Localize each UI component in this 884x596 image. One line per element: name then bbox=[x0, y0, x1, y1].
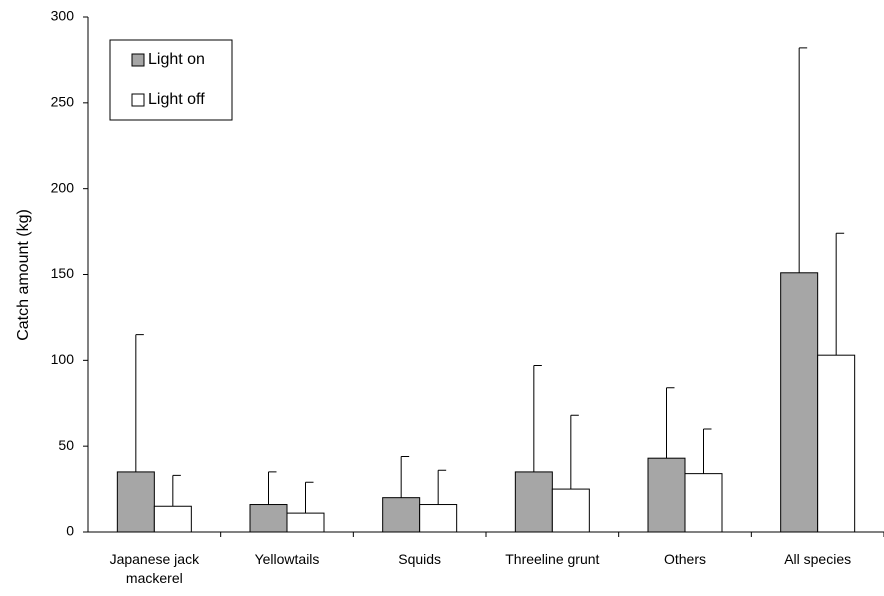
y-tick-label: 300 bbox=[51, 8, 75, 24]
error-bar bbox=[135, 334, 144, 472]
error-bar bbox=[570, 414, 579, 490]
error-bar bbox=[835, 232, 845, 356]
y-tick-label: 250 bbox=[51, 94, 75, 110]
y-axis-label: Catch amount (kg) bbox=[15, 209, 32, 341]
bar bbox=[286, 512, 325, 533]
error-bar bbox=[798, 47, 808, 273]
y-tick-label: 150 bbox=[51, 265, 75, 281]
error-bar bbox=[172, 474, 181, 507]
error-bar bbox=[533, 364, 542, 472]
error-bar bbox=[703, 428, 712, 474]
legend-label: Light off bbox=[148, 91, 205, 108]
error-bar bbox=[305, 481, 314, 514]
y-tick-label: 100 bbox=[51, 351, 75, 367]
x-tick-label: Others bbox=[663, 551, 706, 567]
x-tick-label: All species bbox=[784, 551, 852, 567]
error-bar bbox=[437, 469, 447, 505]
bar bbox=[382, 497, 421, 533]
bar bbox=[817, 354, 856, 533]
bar bbox=[647, 457, 686, 533]
x-tick-label: Squids bbox=[398, 551, 442, 567]
bar bbox=[780, 272, 819, 533]
bar bbox=[419, 504, 458, 533]
y-tick-label: 200 bbox=[51, 179, 75, 195]
bar bbox=[684, 473, 723, 533]
bar bbox=[153, 505, 192, 533]
legend-swatch bbox=[131, 53, 145, 67]
bar bbox=[116, 471, 155, 533]
legend-label: Light on bbox=[148, 51, 205, 68]
legend-swatch bbox=[131, 93, 145, 107]
legend-box bbox=[109, 39, 233, 121]
x-tick-label: Japanese jack mackerel bbox=[109, 551, 200, 586]
error-bar bbox=[268, 471, 277, 505]
x-tick-label: Yellowtails bbox=[254, 551, 320, 567]
y-tick-label: 0 bbox=[66, 523, 74, 539]
bar bbox=[249, 504, 288, 533]
error-bar bbox=[666, 387, 675, 459]
bar bbox=[514, 471, 553, 533]
y-tick-label: 50 bbox=[58, 437, 74, 453]
bar bbox=[551, 488, 590, 533]
error-bar bbox=[400, 455, 410, 498]
x-tick-label: Threeline grunt bbox=[505, 551, 600, 567]
